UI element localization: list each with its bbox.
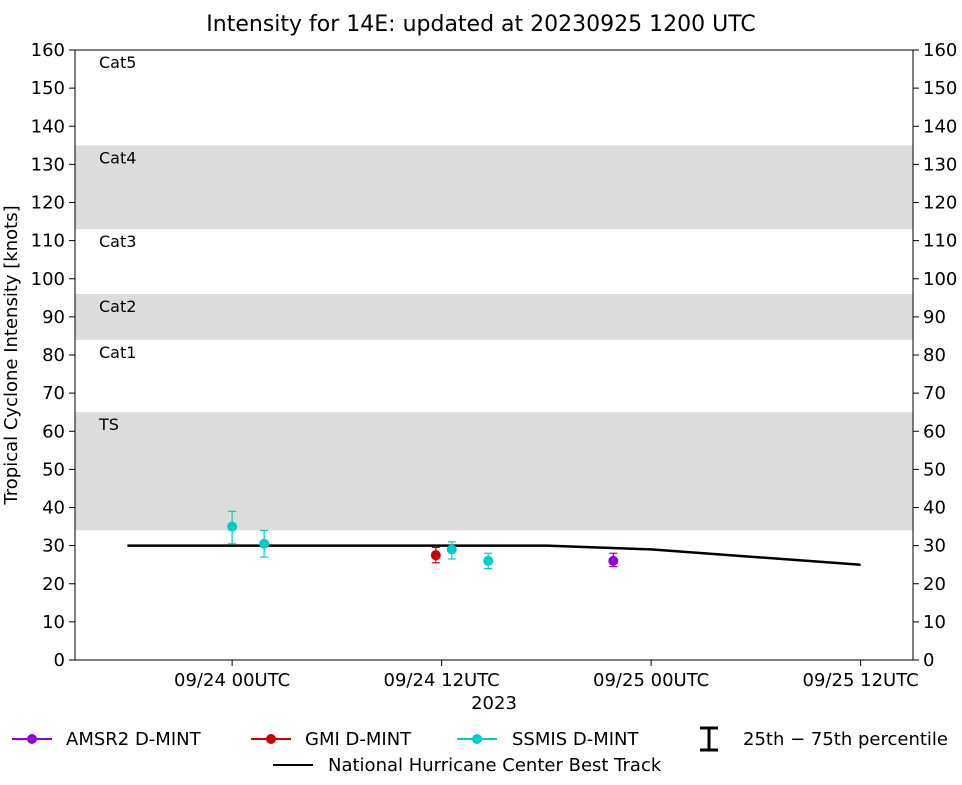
- plot-frame: [74, 49, 914, 661]
- y-tick-label-right: 130: [923, 154, 957, 175]
- band-label-cat5: Cat5: [99, 53, 136, 72]
- y-tick-label-right: 10: [923, 612, 946, 633]
- data-point: [227, 521, 238, 532]
- band-label-cat2: Cat2: [99, 297, 136, 316]
- legend-label-ssmis-d-mint: SSMIS D-MINT: [512, 729, 639, 750]
- y-tick-label-right: 140: [923, 116, 957, 137]
- band-cat4: [75, 145, 913, 230]
- amsr2-d-mint-estimate: [608, 552, 619, 568]
- y-tick-label-right: 100: [923, 269, 957, 290]
- legend-label-amsr2-d-mint: AMSR2 D-MINT: [66, 729, 202, 750]
- category-bands: [75, 145, 913, 531]
- category-labels: TS Cat1 Cat2 Cat3 Cat4 Cat5: [98, 53, 136, 434]
- y-tick-label-right: 20: [923, 574, 946, 595]
- y-axis-left: 0 10 20 30 40 50 60 70 80 90 100 110 120 130 140 150 160: [31, 40, 75, 671]
- y-tick-label-left: 40: [42, 498, 65, 519]
- y-tick-label-left: 80: [42, 345, 65, 366]
- band-label-cat4: Cat4: [99, 148, 136, 167]
- y-tick-label-right: 60: [923, 421, 946, 442]
- x-tick-label: 09/24 12UTC: [384, 670, 500, 691]
- y-tick-label-left: 20: [42, 574, 65, 595]
- y-tick-label-right: 80: [923, 345, 946, 366]
- band-cat2: [75, 294, 913, 340]
- y-tick-label-left: 130: [31, 154, 65, 175]
- ssmis-d-mint-estimate: [483, 552, 494, 570]
- x-axis-label: 2023: [471, 693, 517, 714]
- data-point: [446, 544, 457, 555]
- y-tick-label-left: 50: [42, 459, 65, 480]
- legend-marker-amsr2-d-mint: [27, 734, 37, 744]
- y-tick-label-left: 70: [42, 383, 65, 404]
- band-ts: [75, 412, 913, 531]
- legend-marker-ssmis-d-mint: [472, 734, 482, 744]
- y-tick-label-left: 10: [42, 612, 65, 633]
- gmi-d-mint-estimate: [430, 546, 441, 564]
- y-tick-label-right: 40: [923, 498, 946, 519]
- x-tick-label: 09/25 00UTC: [593, 670, 709, 691]
- y-tick-label-left: 60: [42, 421, 65, 442]
- legend-label-percentile: 25th − 75th percentile: [743, 729, 948, 750]
- band-label-cat1: Cat1: [99, 343, 136, 362]
- ssmis-d-mint-estimate: [259, 529, 270, 558]
- y-axis-label: Tropical Cyclone Intensity [knots]: [1, 205, 22, 505]
- y-tick-label-left: 0: [54, 650, 65, 671]
- best-track-line: [127, 544, 861, 566]
- y-axis-right: 0 10 20 30 40 50 60 70 80 90 100 110 120 130 140 150 160: [913, 40, 957, 671]
- data-point: [430, 550, 441, 561]
- y-tick-label-left: 150: [31, 78, 65, 99]
- chart-title: Intensity for 14E: updated at 20230925 1…: [206, 12, 755, 37]
- y-tick-label-left: 110: [31, 231, 65, 252]
- y-tick-label-left: 120: [31, 193, 65, 214]
- y-tick-label-right: 150: [923, 78, 957, 99]
- y-tick-label-left: 160: [31, 40, 65, 61]
- y-tick-label-right: 50: [923, 459, 946, 480]
- y-tick-label-left: 90: [42, 307, 65, 328]
- data-point: [608, 555, 619, 566]
- ssmis-d-mint-estimate: [227, 510, 238, 545]
- legend-marker-gmi-d-mint: [266, 734, 276, 744]
- y-tick-label-right: 0: [923, 650, 934, 671]
- best-track-layer: [127, 544, 861, 566]
- band-label-cat3: Cat3: [99, 232, 136, 251]
- legend-label-best-track: National Hurricane Center Best Track: [328, 755, 662, 776]
- band-label-ts: TS: [98, 415, 119, 434]
- y-tick-label-left: 140: [31, 116, 65, 137]
- y-tick-label-left: 100: [31, 269, 65, 290]
- legend: AMSR2 D-MINT GMI D-MINT SSMIS D-MINT 25th −…: [12, 726, 948, 776]
- x-tick-label: 09/24 00UTC: [174, 670, 290, 691]
- y-tick-label-right: 120: [923, 193, 957, 214]
- legend-label-gmi-d-mint: GMI D-MINT: [305, 729, 412, 750]
- data-point: [259, 538, 270, 549]
- y-tick-label-right: 110: [923, 231, 957, 252]
- ssmis-d-mint-estimate: [446, 541, 457, 560]
- y-tick-label-right: 90: [923, 307, 946, 328]
- y-tick-label-left: 30: [42, 536, 65, 557]
- x-tick-label: 09/25 12UTC: [803, 670, 919, 691]
- y-tick-label-right: 70: [923, 383, 946, 404]
- y-tick-label-right: 30: [923, 536, 946, 557]
- x-axis: 09/24 00UTC 09/24 12UTC 09/25 00UTC 09/25 1…: [174, 660, 919, 691]
- satellite-estimates: [227, 510, 619, 570]
- y-tick-label-right: 160: [923, 40, 957, 61]
- data-point: [483, 555, 494, 566]
